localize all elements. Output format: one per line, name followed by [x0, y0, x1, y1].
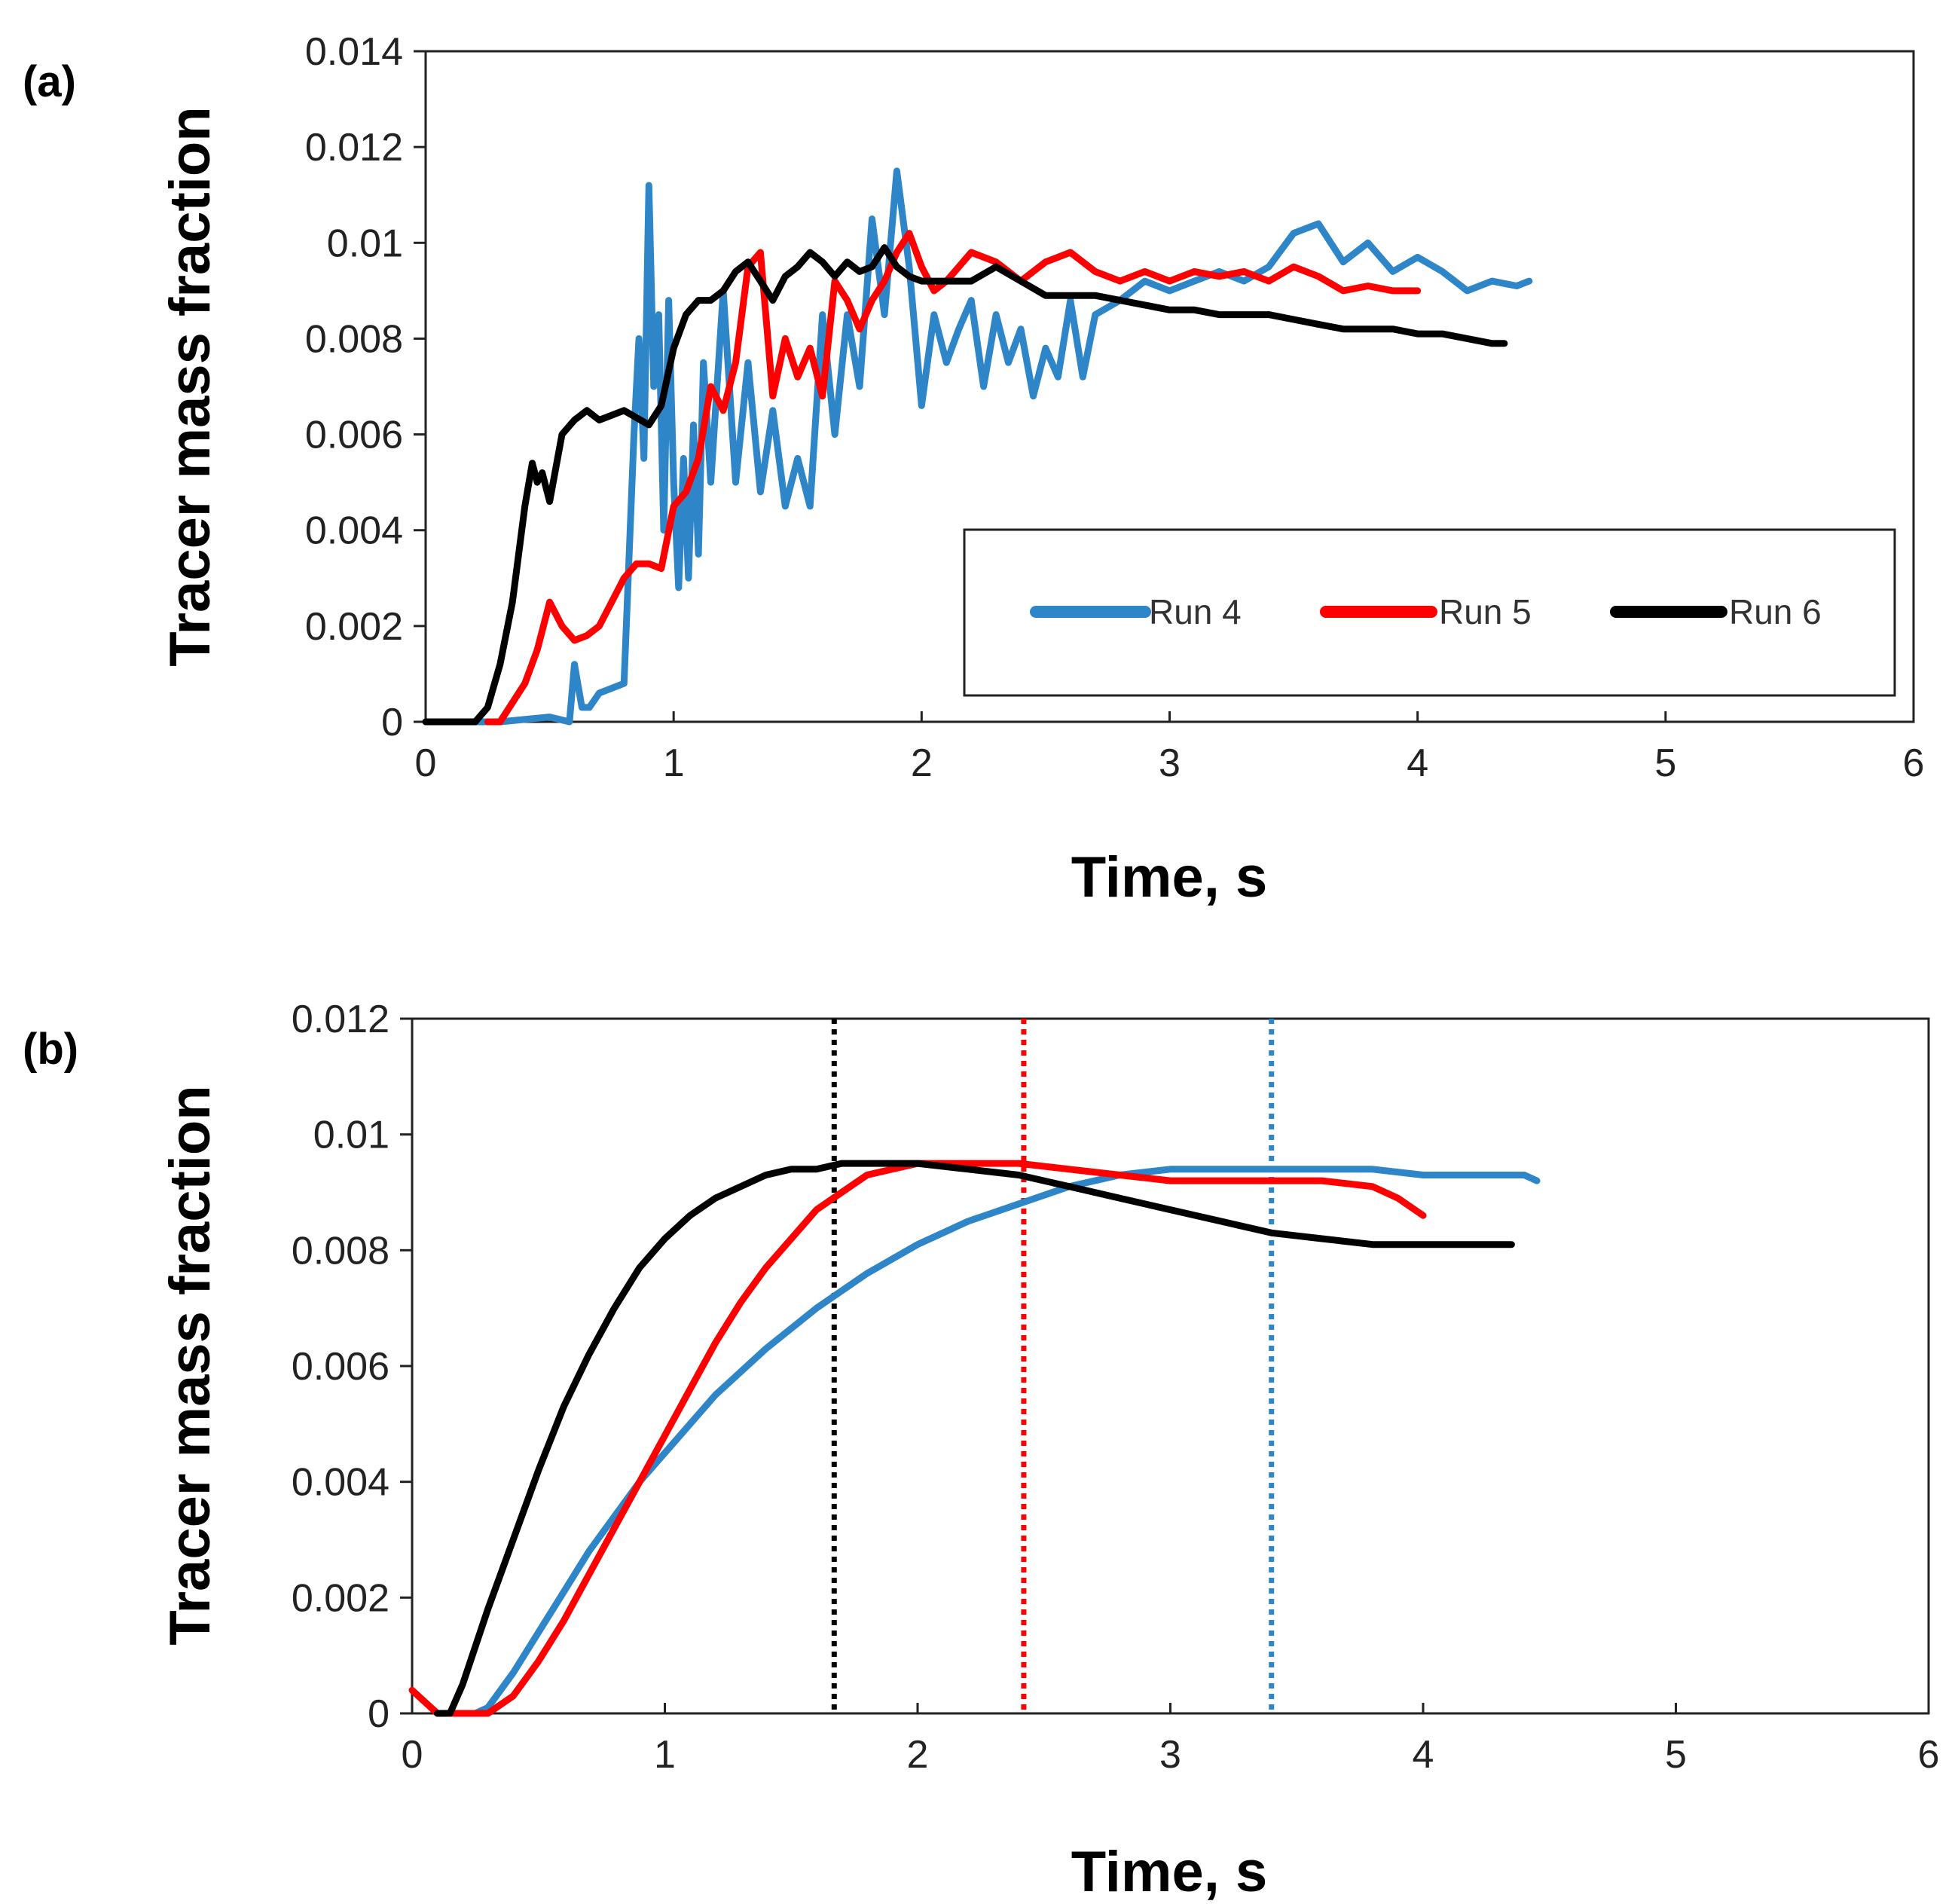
panel-b-x-axis-title: Time, s — [1071, 1840, 1268, 1904]
x-tick-label: 2 — [907, 1733, 929, 1777]
series-line-run-5 — [408, 1160, 1427, 1717]
panel-a-ticks: 0 1 2 3 4 5 6 0 0.002 0.004 0.006 0.008 0.01 0.012 0.0… — [305, 30, 1925, 785]
legend-label-run-6: Run 6 — [1729, 592, 1822, 631]
panel-a-label: (a) — [23, 57, 76, 106]
panel-b-reference-lines — [831, 1019, 1275, 1713]
panel-b-ticks: 0 1 2 3 4 5 6 0 0.002 0.004 0.006 0.008 0.01 0.012 — [292, 998, 1940, 1777]
y-tick-label: 0.012 — [292, 998, 389, 1041]
x-tick-label: 1 — [654, 1733, 676, 1777]
series-line-run-4 — [472, 1166, 1541, 1717]
series-line-run-6 — [422, 244, 1508, 726]
y-tick-label: 0 — [368, 1692, 389, 1736]
x-tick-label: 6 — [1903, 741, 1925, 785]
x-tick-label: 5 — [1665, 1733, 1687, 1777]
x-tick-label: 5 — [1654, 741, 1676, 785]
panel-a-y-axis-title: Tracer mass fraction — [158, 106, 222, 667]
y-tick-label: 0.008 — [292, 1229, 389, 1273]
x-tick-label: 1 — [663, 741, 685, 785]
panel-b-y-axis-title: Tracer mass fraction — [158, 1085, 222, 1646]
x-tick-label: 2 — [911, 741, 933, 785]
panel-b-plot-area — [411, 1017, 1930, 1715]
y-tick-label: 0.008 — [305, 317, 403, 361]
y-tick-label: 0 — [381, 701, 403, 744]
x-tick-label: 4 — [1413, 1733, 1434, 1777]
panel-a-series — [422, 167, 1533, 726]
panel-a-x-axis-title: Time, s — [1071, 845, 1268, 909]
legend-label-run-4: Run 4 — [1149, 592, 1242, 631]
x-tick-label: 4 — [1407, 741, 1428, 785]
y-tick-label: 0.002 — [292, 1576, 389, 1620]
y-tick-label: 0.006 — [305, 414, 403, 457]
y-tick-label: 0.01 — [327, 222, 403, 265]
x-tick-label: 6 — [1918, 1733, 1940, 1777]
series-line-run-5 — [484, 230, 1422, 726]
panel-b-series — [408, 1160, 1541, 1717]
legend-label-run-5: Run 5 — [1439, 592, 1532, 631]
x-tick-label: 0 — [402, 1733, 423, 1777]
x-tick-label: 0 — [415, 741, 437, 785]
x-tick-label: 3 — [1159, 741, 1181, 785]
panel-b: (b) 0 1 2 3 4 5 6 0 0.002 0.004 0.006 0.008 0.01 0.01… — [23, 998, 1939, 1904]
panel-a-legend: Run 4 Run 5 Run 6 — [963, 528, 1896, 697]
panel-b-label: (b) — [23, 1025, 78, 1074]
y-tick-label: 0.01 — [313, 1114, 389, 1157]
series-line-run-6 — [434, 1160, 1515, 1717]
series-line-run-4 — [422, 167, 1533, 726]
y-tick-label: 0.014 — [305, 30, 403, 74]
y-tick-label: 0.002 — [305, 605, 403, 649]
y-tick-label: 0.004 — [292, 1461, 389, 1505]
panel-a: (a) 0 1 2 3 4 5 6 0 0.002 0.004 0.006 0.008 0.01 0.01… — [23, 30, 1924, 909]
x-tick-label: 3 — [1159, 1733, 1181, 1777]
y-tick-label: 0.006 — [292, 1345, 389, 1389]
y-tick-label: 0.004 — [305, 509, 403, 553]
y-tick-label: 0.012 — [305, 126, 403, 170]
